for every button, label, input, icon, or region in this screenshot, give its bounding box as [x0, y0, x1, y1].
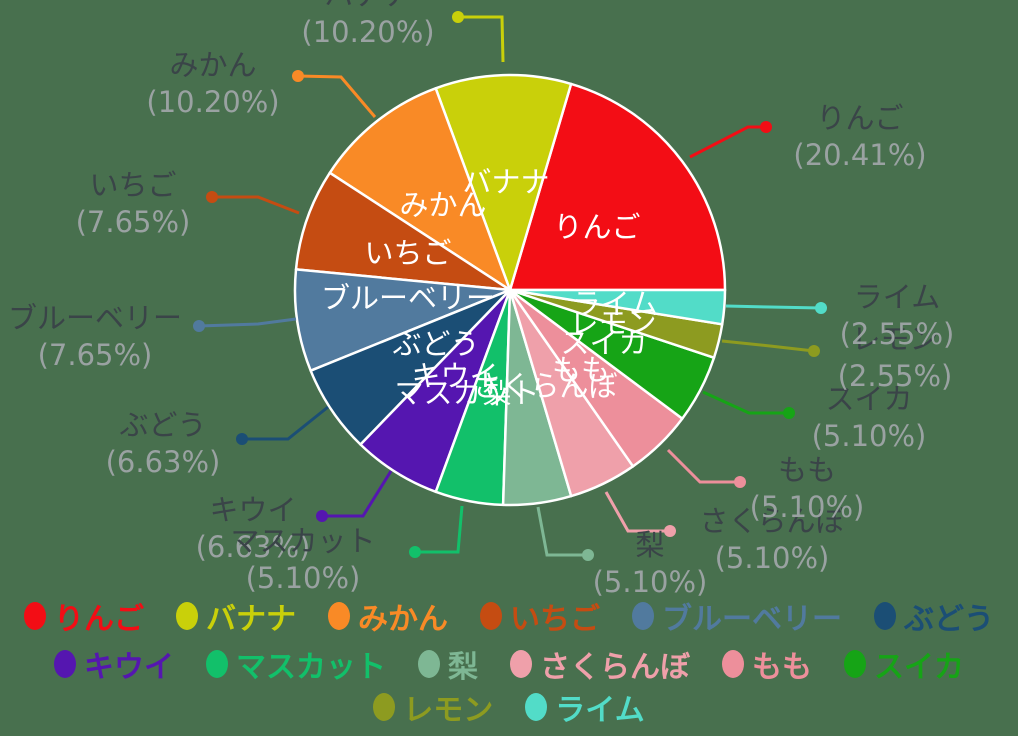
- leader-dot-13: [815, 302, 827, 314]
- legend-item-0: りんご: [24, 594, 144, 638]
- leader-dot-3: [206, 191, 218, 203]
- legend-item-label: みかん: [358, 602, 448, 637]
- legend-marker-icon: [874, 602, 896, 630]
- legend-item-label: 梨: [448, 650, 478, 685]
- legend-marker-icon: [510, 650, 532, 678]
- legend-marker-icon: [54, 650, 76, 678]
- legend-item-label: ブルーベリー: [662, 602, 842, 637]
- pie-slice-1: [434, 73, 573, 292]
- leader-line-4: [198, 317, 297, 328]
- leader-dot-5: [236, 433, 248, 445]
- pie-slice-13: [508, 288, 727, 326]
- legend-item-label: もも: [752, 650, 812, 685]
- legend-item-2: みかん: [328, 594, 448, 638]
- legend-item-label: スイカ: [874, 650, 964, 685]
- leader-dot-1: [452, 11, 464, 23]
- legend-item-9: さくらんぼ: [510, 642, 690, 686]
- leader-dot-9: [664, 525, 676, 537]
- leader-line-5: [242, 405, 329, 441]
- legend-item-label: さくらんぼ: [540, 650, 690, 685]
- leader-dot-6: [316, 510, 328, 522]
- legend-item-label: ライム: [555, 693, 645, 728]
- legend-item-label: キウイ: [84, 650, 174, 685]
- legend-item-label: バナナ: [206, 602, 296, 637]
- legend-item-label: いちご: [510, 602, 600, 637]
- legend-marker-icon: [24, 602, 46, 630]
- legend-row-2: レモン ライム: [0, 685, 1018, 729]
- leader-dot-10: [734, 476, 746, 488]
- leader-line-6: [322, 470, 393, 518]
- leader-line-2: [297, 74, 377, 118]
- legend-marker-icon: [328, 602, 350, 630]
- legend-item-3: いちご: [480, 594, 600, 638]
- legend-item-label: マスカット: [236, 650, 386, 685]
- legend-marker-icon: [373, 693, 396, 721]
- leader-line-3: [212, 195, 300, 215]
- legend-item-label: りんご: [54, 602, 144, 637]
- legend-item-12: レモン: [373, 685, 493, 729]
- leader-dot-12: [808, 345, 820, 357]
- legend-row-1: キウイ マスカット 梨 さくらんぼ もも スイカ: [0, 642, 1018, 686]
- leader-line-8: [536, 506, 588, 557]
- leader-dot-4: [193, 320, 205, 332]
- leader-dot-7: [409, 546, 421, 558]
- legend-item-label: レモン: [403, 693, 494, 728]
- leader-dot-11: [783, 407, 795, 419]
- legend-marker-icon: [206, 650, 228, 678]
- legend-marker-icon: [844, 650, 866, 678]
- legend-row-0: りんご バナナ みかん いちご ブルーベリー ぶどう: [0, 594, 1018, 638]
- leader-line-7: [415, 505, 464, 554]
- pie-slice-2: [328, 87, 512, 292]
- legend-item-4: ブルーベリー: [632, 594, 842, 638]
- legend-item-7: マスカット: [206, 642, 386, 686]
- legend-item-1: バナナ: [176, 594, 296, 638]
- leader-line-9: [604, 491, 670, 533]
- legend-marker-icon: [525, 693, 548, 721]
- legend-marker-icon: [418, 650, 440, 678]
- legend-item-8: 梨: [418, 642, 478, 686]
- leader-line-10: [666, 448, 740, 484]
- leader-line-1: [458, 15, 505, 63]
- leader-dot-2: [292, 70, 304, 82]
- legend-item-10: もも: [722, 642, 812, 686]
- pie-slice-0: [508, 82, 727, 292]
- legend-marker-icon: [480, 602, 502, 630]
- pie-slice-4: [293, 268, 512, 372]
- leader-line-11: [702, 390, 789, 415]
- legend-item-11: スイカ: [844, 642, 964, 686]
- legend-item-6: キウイ: [54, 642, 174, 686]
- leader-line-0: [689, 125, 766, 159]
- legend-marker-icon: [632, 602, 654, 630]
- legend-item-13: ライム: [525, 685, 645, 729]
- legend-marker-icon: [722, 650, 744, 678]
- legend-marker-icon: [176, 602, 198, 630]
- legend-item-5: ぶどう: [874, 594, 994, 638]
- leader-line-13: [725, 304, 822, 310]
- legend-item-label: ぶどう: [904, 602, 994, 637]
- pie-slice-3: [294, 171, 512, 292]
- leader-line-12: [721, 339, 815, 353]
- leader-dot-8: [582, 549, 594, 561]
- leader-dot-0: [760, 121, 772, 133]
